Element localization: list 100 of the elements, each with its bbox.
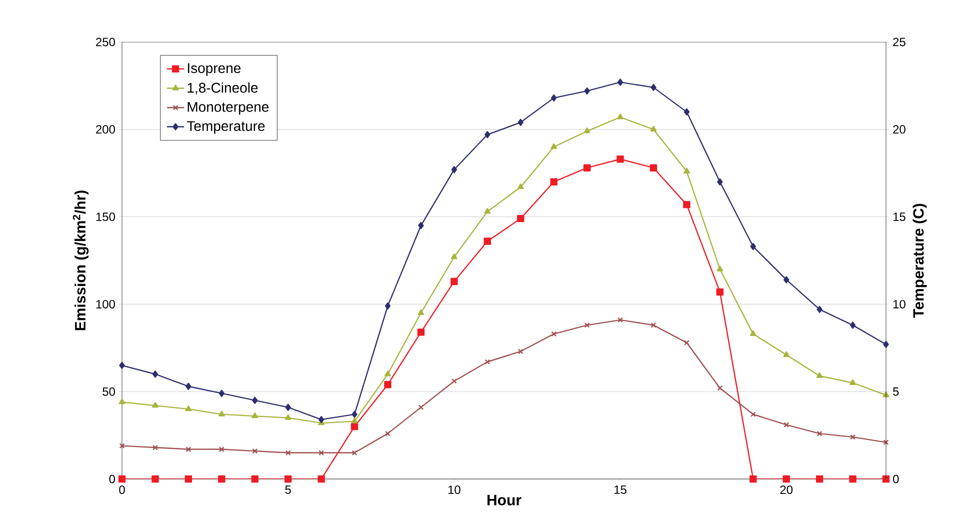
point (451, 166, 458, 174)
y-tick-label: 200 (96, 125, 115, 134)
point (717, 178, 723, 186)
point (717, 385, 723, 391)
y2-tick-label: 15 (893, 212, 906, 221)
point (650, 84, 656, 92)
point (518, 348, 524, 354)
x-tick-label: 0 (119, 486, 125, 494)
point (352, 450, 358, 456)
point (418, 309, 424, 316)
y2-tick-label: 0 (893, 474, 899, 484)
point (450, 278, 458, 286)
legend-label: Temperature (186, 121, 265, 134)
point (550, 94, 557, 102)
point (583, 164, 591, 172)
x-tick-label: 15 (614, 486, 626, 494)
point (617, 114, 624, 120)
point (186, 382, 192, 390)
point (118, 475, 126, 483)
point (816, 430, 822, 436)
legend-label: Isoprene (188, 63, 241, 76)
y2-axis-title: Temperature (C) (912, 204, 927, 318)
point (684, 340, 690, 346)
point (616, 156, 624, 163)
point (252, 448, 258, 454)
point (418, 404, 424, 410)
point (517, 214, 524, 222)
legend-label: 1,8-Cineole (188, 82, 258, 94)
point (218, 475, 226, 483)
y2-tick-label: 25 (893, 38, 906, 46)
point (550, 178, 558, 186)
point (318, 475, 325, 483)
point (350, 422, 358, 430)
point (684, 108, 690, 116)
point (683, 200, 690, 208)
point (849, 475, 856, 483)
point (484, 208, 491, 214)
y2-tick-label: 5 (893, 387, 899, 396)
point (352, 410, 358, 418)
point (618, 317, 623, 323)
point (750, 330, 756, 336)
point (285, 404, 291, 411)
point (750, 242, 756, 250)
point (252, 412, 258, 418)
x-tick-label: 20 (780, 486, 793, 494)
point (584, 128, 590, 134)
point (351, 418, 358, 424)
point (684, 168, 690, 174)
point (252, 396, 258, 404)
point (218, 446, 224, 452)
point (551, 331, 557, 337)
point (450, 253, 458, 260)
point (650, 164, 658, 172)
y-tick-label: 0 (109, 474, 116, 484)
y-tick-label: 150 (96, 212, 115, 222)
point (285, 450, 291, 456)
point (784, 422, 790, 428)
y2-tick-label: 10 (893, 300, 906, 308)
point (783, 351, 790, 357)
y2-tick-label: 20 (893, 125, 906, 134)
point (883, 340, 889, 348)
x-axis-title: Hour (488, 494, 522, 506)
y-tick-label: 250 (96, 38, 115, 46)
point (417, 328, 425, 336)
point (517, 183, 524, 190)
point (384, 302, 391, 310)
point (384, 370, 391, 376)
point (716, 266, 724, 272)
point (119, 362, 125, 369)
point (716, 288, 724, 296)
point (284, 414, 292, 420)
point (550, 143, 558, 149)
point (218, 390, 225, 397)
point (152, 444, 158, 450)
point (418, 222, 424, 230)
point (650, 322, 656, 328)
point (484, 359, 490, 365)
point (284, 475, 292, 483)
y-axis-title: Emission (g/km$^{2}$/hr) (72, 190, 89, 330)
point (186, 446, 192, 452)
point (152, 402, 158, 408)
point (816, 306, 822, 314)
point (251, 475, 258, 483)
point (184, 475, 192, 483)
point (584, 322, 590, 328)
point (385, 430, 390, 436)
x-tick-label: 5 (285, 486, 291, 494)
point (750, 412, 756, 418)
point (750, 475, 757, 483)
point (185, 405, 192, 412)
point (384, 381, 392, 388)
point (318, 450, 324, 456)
y-tick-label: 50 (102, 387, 116, 396)
point (152, 370, 158, 378)
point (218, 410, 225, 416)
point (850, 379, 856, 385)
point (850, 322, 856, 329)
point (816, 475, 824, 483)
point (584, 87, 590, 95)
legend-label: Monoterpene (188, 102, 269, 115)
